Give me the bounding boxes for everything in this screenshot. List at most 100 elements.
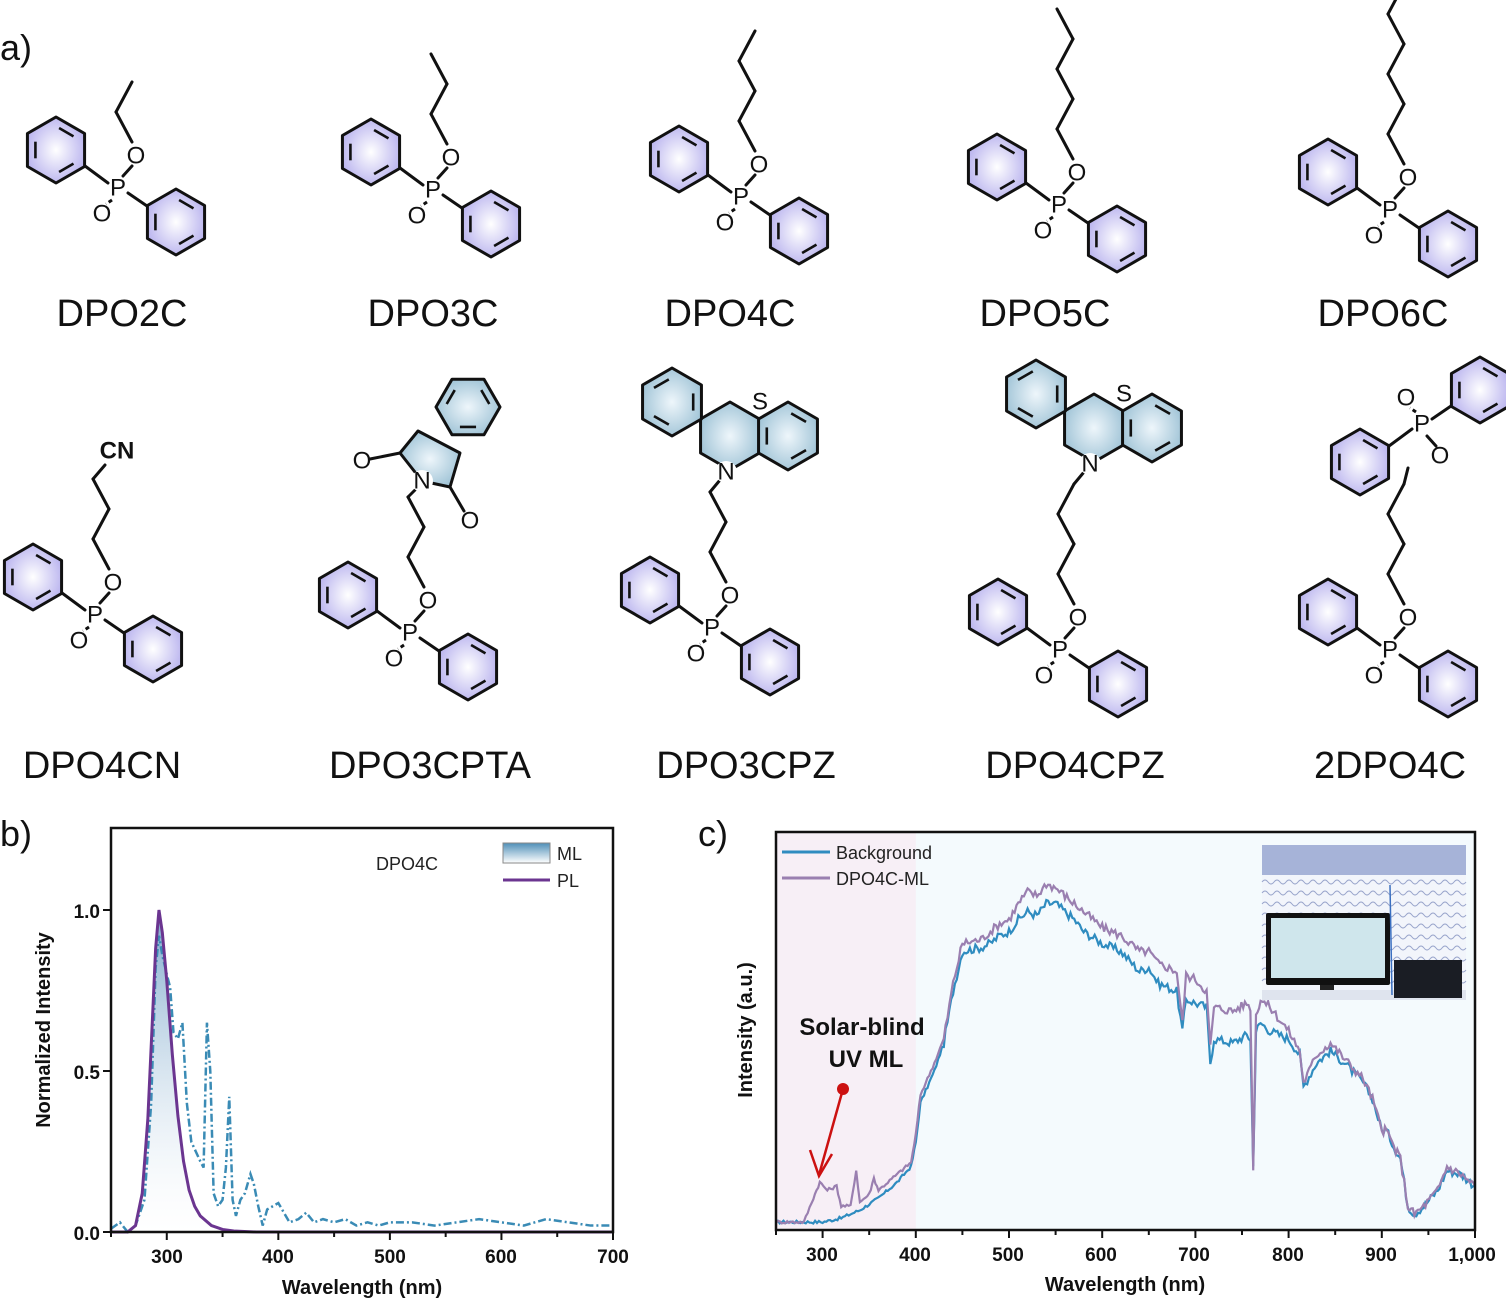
molecule-label: DPO3CPTA [329,745,532,787]
wall-pattern [1261,879,1467,885]
phosphorus-atom: P [110,175,126,202]
double-bond [58,126,75,138]
bond [1068,653,1091,670]
bond [708,520,728,554]
dpo4c-ml-series-line [775,882,1476,1225]
bond [737,89,757,123]
phosphorus-atom: P [733,184,749,211]
bond [91,463,107,481]
dashed-bond [105,198,113,206]
double-bond [1000,624,1017,636]
x-tick-label: 300 [806,1245,838,1266]
panel-label-c: c) [698,813,728,854]
oxygen-atom: O [353,448,372,475]
phosphorus-atom: P [1414,411,1430,438]
bond [1393,186,1406,200]
chart-c-solar-spectrum: 300 400 500 600 700 800 900 1,000 Wavele… [735,830,1496,1296]
bond [1056,572,1076,606]
bond [1055,37,1075,71]
bond [737,59,757,93]
oxygen-atom: O [442,145,461,172]
bond [436,166,449,180]
sulfur-atom: S [752,389,768,416]
bond [1430,404,1453,421]
double-bond [350,607,367,619]
double-bond [493,200,510,212]
double-bond [999,143,1016,155]
dashed-bond [1409,406,1417,414]
double-bond [1330,148,1347,160]
bond [441,193,464,210]
molecule-dpo6c: PO O [1297,0,1479,279]
x-axis-title: Wavelength (nm) [1045,1274,1205,1296]
dashed-bond [728,207,736,215]
molecule-dpo4c: PO O [648,29,830,266]
bond [1067,208,1090,225]
double-bond [652,602,669,614]
sulfur-atom: S [1116,381,1132,408]
monitor-screen [1271,918,1385,978]
bond [60,591,87,612]
bond [1386,542,1406,576]
phosphorus-atom: P [1052,637,1068,664]
oxygen-atom: O [1397,385,1416,412]
x-tick-label: 400 [899,1245,931,1266]
bond [737,119,757,153]
y-axis-title: Normalized Intensity [33,931,55,1127]
molecule-label: DPO2C [57,293,188,335]
oxygen-atom: O [687,641,706,668]
x-tick-label: 600 [1085,1245,1117,1266]
double-bond [1120,660,1137,672]
dashed-bond [1046,215,1054,223]
plot-area [110,909,613,1234]
bond [114,80,134,114]
x-tick-label: 500 [992,1245,1024,1266]
bond [368,451,402,461]
double-bond [1362,438,1379,450]
legend-swatch-ml [502,842,551,864]
double-bond [1482,402,1499,414]
double-bond [155,625,172,637]
molecule-dpo2c: PO O [25,80,207,257]
bond [406,495,426,529]
phosphorus-atom: P [1051,192,1067,219]
double-bond [1450,660,1467,672]
nitrile-group: CN [100,438,135,465]
bond [406,487,418,499]
y-tick-label: 0.0 [74,1224,100,1245]
imide-ring [398,429,462,489]
bond [1386,12,1406,46]
double-bond [470,643,487,655]
bond [1025,626,1052,647]
bond [1062,181,1075,195]
molecule-dpo3c: PO O [340,52,522,259]
phosphorus-atom: P [1382,637,1398,664]
oxygen-atom: O [1035,663,1054,690]
double-bond [801,243,818,255]
x-tick-label: 900 [1365,1245,1397,1266]
chart-b-normalized-intensity: 0.0 0.5 1.0 300 400 500 600 700 Waveleng… [33,826,629,1299]
bond [1386,42,1406,76]
double-bond [155,661,172,673]
molecule-dpo5c: PO O [966,7,1148,274]
double-bond [1450,696,1467,708]
bond [1056,542,1076,576]
x-tick-label: 500 [374,1247,406,1268]
double-bond [1119,251,1136,263]
double-bond [1450,220,1467,232]
plot-area [775,882,1476,1225]
double-bond [350,571,367,583]
oxygen-atom: O [1034,218,1053,245]
double-bond [1000,588,1017,600]
bond [1056,512,1076,546]
double-bond [1120,696,1137,708]
bond [1055,127,1075,161]
atom-mask [749,391,771,413]
x-axis-title: Wavelength (nm) [282,1277,442,1299]
double-bond [373,164,390,176]
atom-mask [715,461,737,483]
bond [1387,427,1414,448]
bond [406,555,426,589]
double-bond [35,553,52,565]
